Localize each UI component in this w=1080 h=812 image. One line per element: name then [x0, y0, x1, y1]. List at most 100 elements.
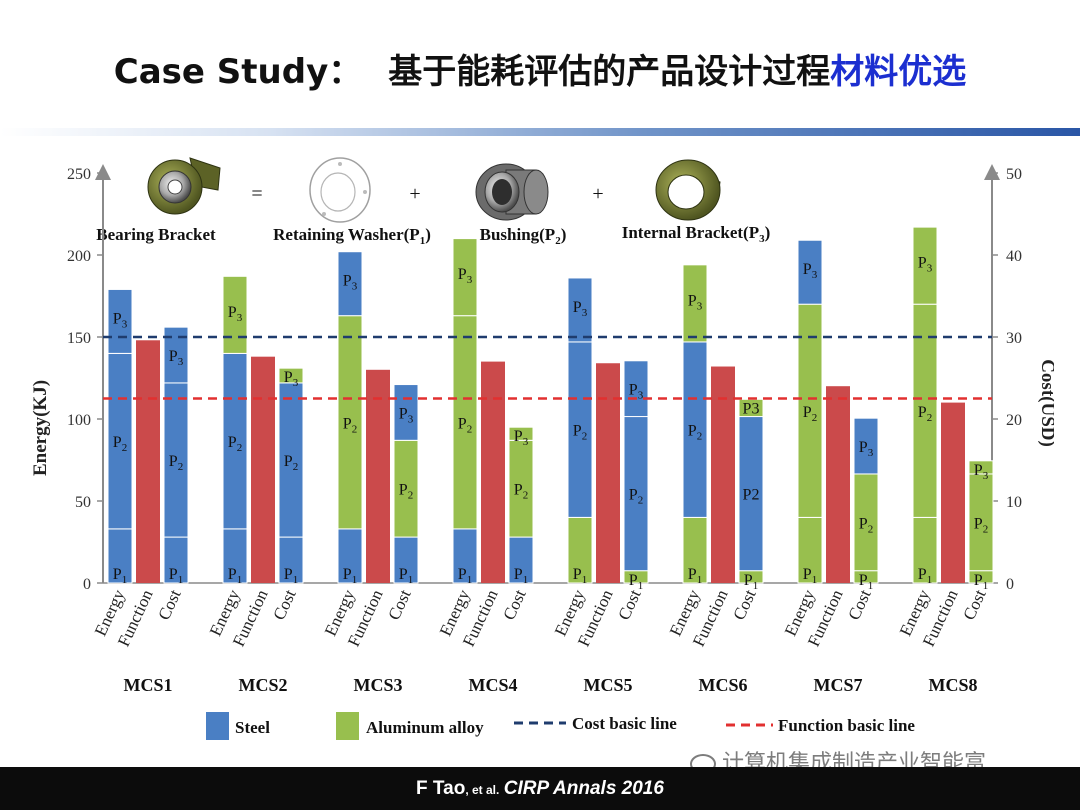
- title-prefix: Case Study：: [113, 52, 363, 92]
- segment-label-p2: P2: [458, 415, 472, 435]
- bearing-bracket-label: Bearing Bracket: [96, 225, 216, 244]
- energy-bar-p1: [682, 516, 708, 584]
- segment-label-p2: P2: [514, 482, 528, 502]
- title-main: 基于能耗评估的产品设计过程: [388, 52, 831, 92]
- segment-label-p3: P3: [458, 266, 473, 286]
- group-mcs7: P1 P2 P3 P1 P2 P3: [797, 239, 879, 592]
- energy-bar-p2: [222, 352, 248, 530]
- page-title: Case Study： 基于能耗评估的产品设计过程材料优选: [0, 44, 1080, 93]
- bars-layer: P1 P2 P3 P1 P2 P3 P1 P2 P3 P1 P2 P3 P1 P2 P3 P1 P2 P3 P1 P2…: [107, 226, 994, 592]
- function-bar: [251, 356, 275, 583]
- right-axis-title: Cost(USD): [1037, 359, 1054, 447]
- energy-bar-p3: [452, 238, 478, 317]
- group-mcs5: P1 P2 P3 P1 P2 P3: [567, 277, 649, 592]
- energy-bar-p1: [337, 528, 363, 584]
- group-label: MCS7: [814, 675, 863, 695]
- x-axis-labels: EnergyFunctionCostMCS1EnergyFunctionCost…: [91, 586, 990, 695]
- energy-bar-p3: [567, 277, 593, 343]
- segment-label-p2: P2: [284, 453, 298, 473]
- x-label-cost: Cost: [269, 586, 300, 623]
- legend: Steel Aluminum alloy Cost basic line Fun…: [206, 712, 915, 740]
- segment-label-p1: P1: [859, 572, 873, 592]
- plus-sign-1: +: [409, 183, 420, 205]
- group-label: MCS5: [584, 675, 633, 695]
- segment-label-p3: P3: [859, 439, 874, 459]
- plus-sign-2: +: [592, 183, 603, 205]
- right-tick-label: 30: [1006, 330, 1022, 347]
- segment-label-p2: P2: [918, 404, 932, 424]
- segment-label-p3: P3: [399, 405, 414, 425]
- group-mcs8: P1 P2 P3 P1 P2 P3: [912, 226, 994, 592]
- right-axis-ticks: 0 10 20 30 40 50: [992, 166, 1022, 593]
- group-label: MCS3: [354, 675, 403, 695]
- segment-label-p1: P1: [228, 566, 242, 586]
- internal-bracket-image: [655, 159, 721, 221]
- x-label-cost: Cost: [154, 586, 185, 623]
- energy-bar-p2: [912, 303, 938, 518]
- legend-steel-swatch: [206, 712, 229, 740]
- segment-label-p1: P1: [573, 566, 587, 586]
- left-tick-label: 250: [67, 166, 91, 183]
- group-mcs4: P1 P2 P3 P1 P2 P3: [452, 238, 534, 586]
- energy-bar-p2: [337, 315, 363, 530]
- segment-label-p1: P1: [284, 566, 298, 586]
- cost-bar-p2: [853, 473, 879, 572]
- left-tick-label: 50: [75, 494, 91, 511]
- energy-bar-p3: [222, 275, 248, 354]
- x-label-cost: Cost: [499, 586, 530, 623]
- segment-label-p3: P3: [688, 292, 703, 312]
- cost-bar-p2: [393, 439, 419, 538]
- segment-label-p3: P3: [803, 261, 818, 281]
- group-mcs1: P1 P2 P3 P1 P2 P3: [107, 288, 189, 586]
- cost-bar-p3: [968, 460, 994, 475]
- segment-label-p3: P3: [113, 310, 128, 330]
- legend-function-label: Function basic line: [778, 716, 915, 735]
- left-tick-label: 150: [67, 330, 91, 347]
- energy-bar-p1: [107, 528, 133, 584]
- left-tick-label: 200: [67, 248, 91, 265]
- energy-bar-p2: [682, 341, 708, 518]
- segment-label-p3: P3: [514, 428, 529, 448]
- segment-label-p3: P3: [629, 382, 644, 402]
- left-tick-label: 0: [83, 576, 91, 593]
- segment-label-p1: P1: [113, 566, 127, 586]
- energy-cost-chart: Bearing Bracket = Retaining Washer(P1) +…: [30, 157, 1054, 740]
- cost-bar-p1: [508, 536, 534, 584]
- cost-bar-p2: [623, 416, 649, 572]
- right-tick-label: 40: [1006, 248, 1022, 265]
- cost-bar-p3: [393, 384, 419, 441]
- segment-label-p2: P2: [573, 423, 587, 443]
- segment-label-p2: P2: [228, 434, 242, 454]
- segment-label-p2: P2: [743, 487, 760, 504]
- segment-label-p3: P3: [974, 462, 989, 482]
- energy-bar-p3: [337, 251, 363, 317]
- energy-bar-p3: [107, 288, 133, 354]
- function-bar: [366, 369, 390, 583]
- energy-bar-p2: [797, 303, 823, 518]
- segment-label-p2: P2: [859, 515, 873, 535]
- cost-bar-p2: [738, 416, 764, 572]
- segment-label-p1: P1: [169, 566, 183, 586]
- energy-bar-p1: [797, 516, 823, 584]
- energy-bar-p1: [912, 516, 938, 584]
- segment-label-p2: P2: [629, 487, 643, 507]
- segment-label-p3: P3: [169, 348, 184, 368]
- footer-etal: , et al.: [465, 783, 500, 797]
- group-label: MCS6: [699, 675, 748, 695]
- group-mcs3: P1 P2 P3 P1 P2 P3: [337, 251, 419, 586]
- function-bar: [826, 386, 850, 583]
- component-diagram: Bearing Bracket = Retaining Washer(P1) +…: [96, 157, 770, 247]
- right-axis-arrow: [984, 164, 1000, 180]
- right-tick-label: 50: [1006, 166, 1022, 183]
- chart-panel: Bearing Bracket = Retaining Washer(P1) +…: [28, 148, 1054, 768]
- segment-label-p1: P1: [918, 566, 932, 586]
- segment-label-p1: P1: [629, 572, 643, 592]
- legend-steel-label: Steel: [235, 718, 270, 737]
- bearing-bracket-image: [147, 157, 221, 215]
- energy-bar-p2: [107, 352, 133, 530]
- segment-label-p1: P1: [458, 566, 472, 586]
- segment-label-p1: P1: [399, 566, 413, 586]
- energy-bar-p2: [452, 315, 478, 530]
- energy-bar-p3: [797, 239, 823, 305]
- segment-label-p2: P2: [169, 453, 183, 473]
